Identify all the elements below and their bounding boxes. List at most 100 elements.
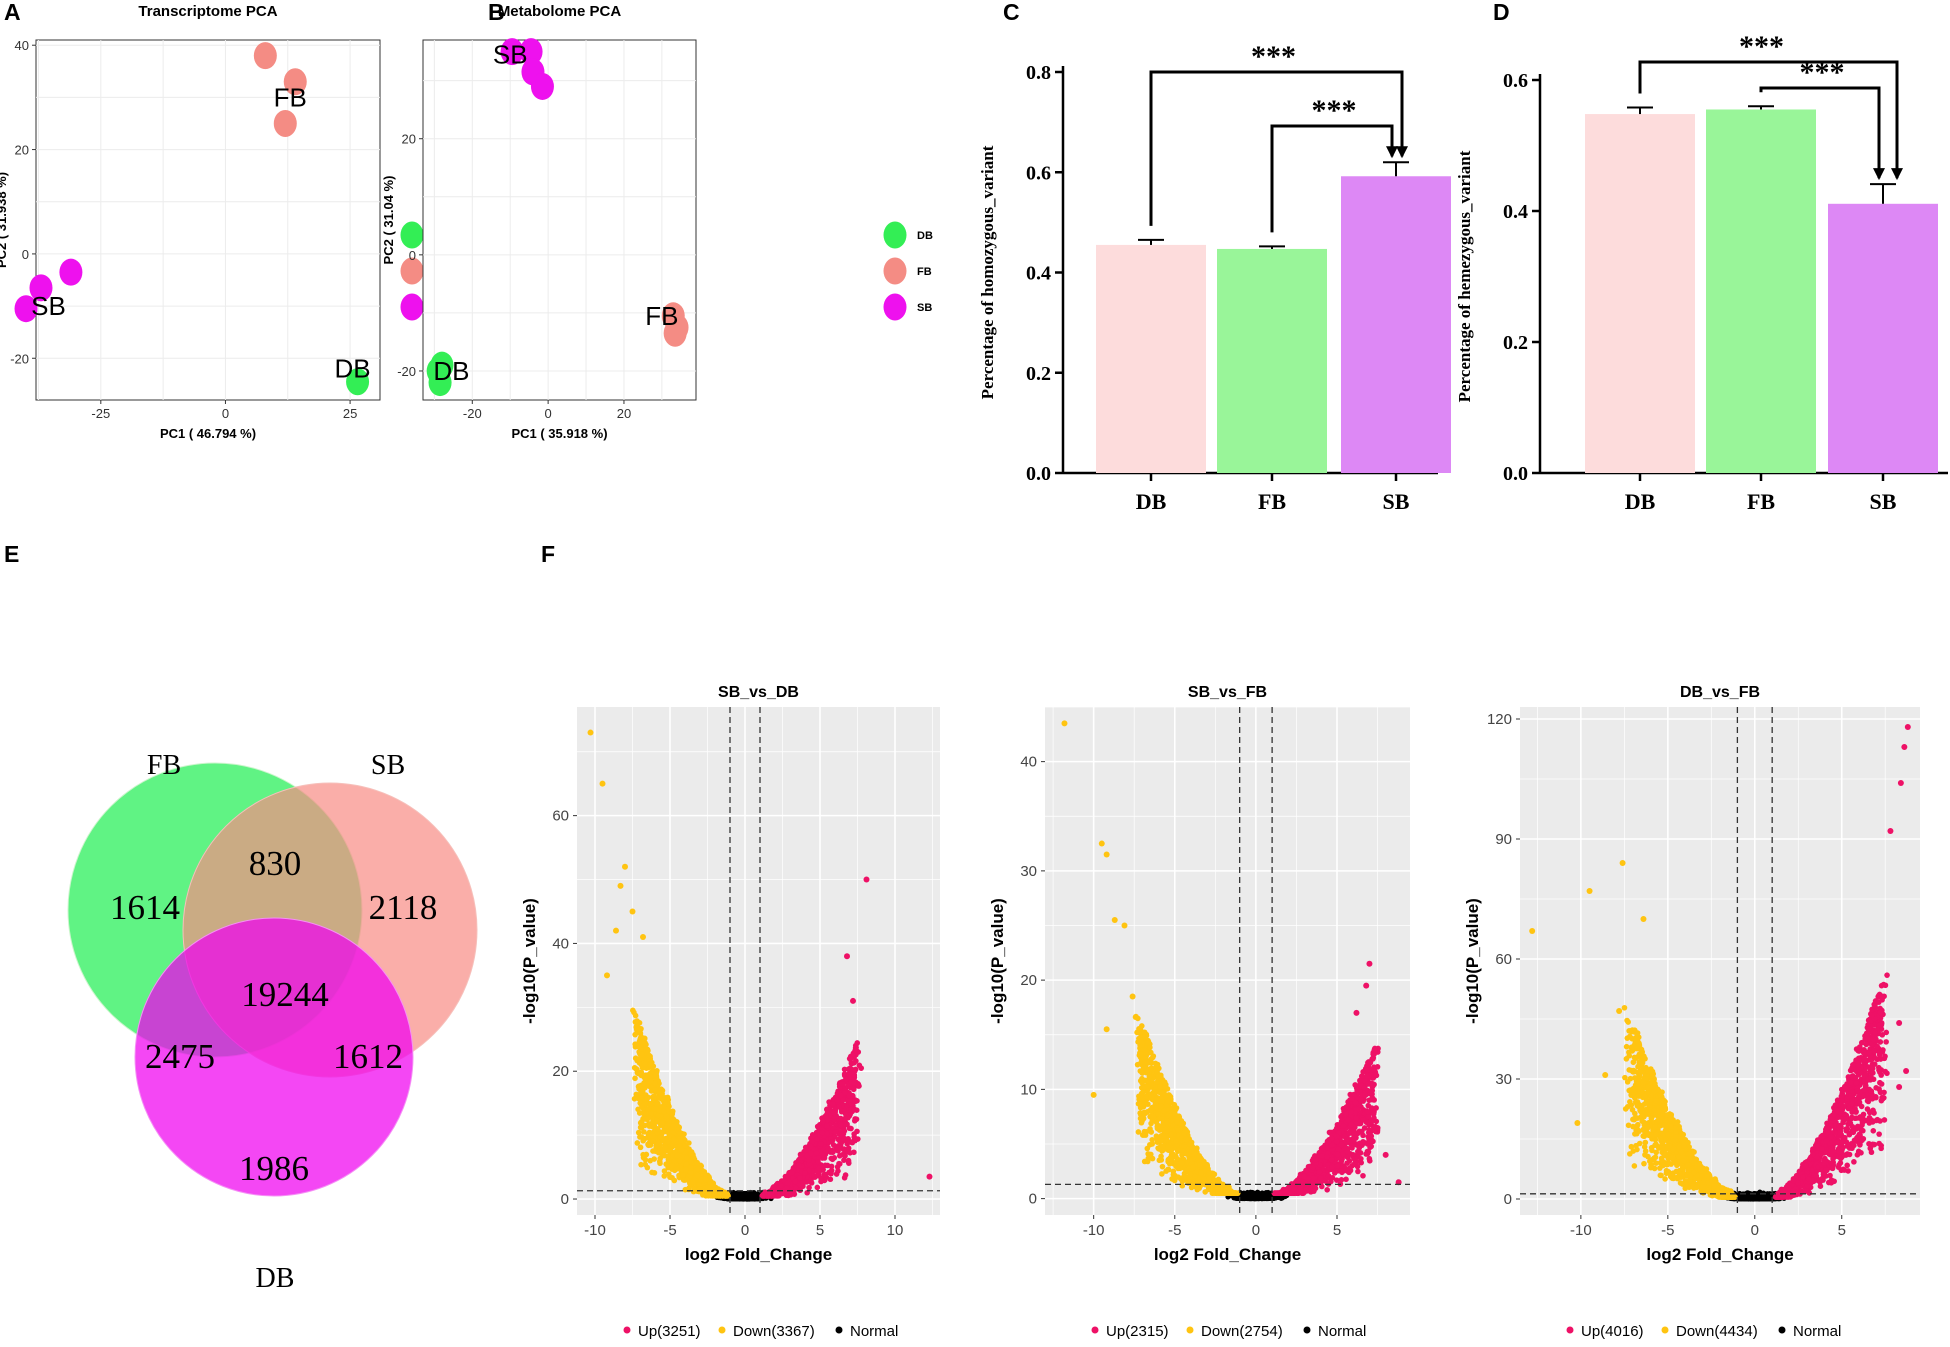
- point-down: [664, 1139, 671, 1145]
- plot-background: [577, 707, 940, 1215]
- point-down: [632, 1041, 638, 1048]
- x-tick-label: 0: [741, 1222, 749, 1239]
- x-axis-title: PC1 ( 46.794 %): [160, 426, 256, 441]
- point-up: [822, 1162, 829, 1169]
- venn-region-fb-only: 1614: [110, 888, 180, 927]
- point-down: [676, 1157, 683, 1164]
- point-down: [671, 1177, 678, 1184]
- point-up: [850, 997, 856, 1004]
- x-tick-label: DB: [1136, 489, 1167, 514]
- point-up: [851, 1106, 858, 1113]
- point-down: [634, 1066, 640, 1073]
- point-down: [694, 1165, 701, 1172]
- point-up: [841, 1157, 847, 1163]
- point-up: [807, 1150, 814, 1157]
- panel-letter-d: D: [1493, 0, 1510, 25]
- pca-point-fb: [253, 42, 277, 70]
- x-tick-label: -20: [463, 406, 482, 421]
- point-up: [814, 1184, 821, 1191]
- point-down: [710, 1181, 716, 1188]
- point-down: [674, 1152, 681, 1159]
- x-tick-label: 10: [887, 1222, 904, 1239]
- pca-point-db: [346, 368, 370, 396]
- x-tick-label: 20: [617, 406, 631, 421]
- pca-point-fb: [283, 68, 307, 96]
- x-tick-label: 25: [343, 406, 357, 421]
- point-up: [834, 1097, 841, 1103]
- point-up: [802, 1170, 808, 1176]
- point-down: [632, 1031, 638, 1038]
- panel-letter-a: A: [4, 0, 21, 25]
- point-down: [599, 780, 606, 787]
- point-down: [650, 1096, 657, 1103]
- legend-key-db: [883, 221, 907, 249]
- y-tick-label: 0.0: [1026, 463, 1051, 485]
- legend-key-fb: [883, 257, 907, 285]
- bar-sb: [1341, 176, 1451, 473]
- pca-point-fb: [663, 319, 687, 347]
- plot-frame: [422, 39, 697, 401]
- point-up: [797, 1151, 804, 1158]
- chart-title: SB_vs_DB: [718, 684, 799, 701]
- point-down: [682, 1166, 689, 1173]
- point-up: [832, 1129, 839, 1135]
- point-normal: [1239, 1195, 1245, 1202]
- point-up: [825, 1144, 831, 1151]
- bracket-arrowhead: [1386, 146, 1398, 159]
- point-up: [818, 1141, 824, 1147]
- point-down: [631, 1009, 637, 1016]
- y-tick-label: 0.6: [1503, 70, 1528, 92]
- significance-bracket: [1270, 124, 1394, 233]
- legend-key-sb: [883, 293, 907, 321]
- point-down: [678, 1146, 685, 1153]
- point-down: [650, 1120, 656, 1127]
- x-tick-label: 0: [222, 406, 229, 421]
- legend-label: DB: [917, 230, 933, 242]
- point-down: [705, 1184, 711, 1190]
- venn-set-label: SB: [371, 750, 405, 781]
- point-up: [836, 1153, 843, 1159]
- venn-set-db: [134, 917, 414, 1197]
- significance-label: ***: [1800, 56, 1845, 89]
- x-tick-label: 0: [545, 406, 552, 421]
- legend-label: SB: [917, 302, 932, 314]
- point-up: [853, 1047, 860, 1054]
- point-down: [640, 1110, 647, 1117]
- point-up: [815, 1124, 822, 1131]
- point-up: [816, 1165, 823, 1172]
- point-down: [635, 1129, 642, 1136]
- y-axis-title: Percentage of hemezygous_variant: [1455, 150, 1474, 402]
- x-tick-label: -5: [663, 1222, 676, 1239]
- point-up: [813, 1150, 820, 1156]
- panel-letter-e: E: [4, 541, 19, 567]
- point-up: [848, 1125, 854, 1132]
- point-down: [656, 1108, 663, 1114]
- legend-label: Up(3251): [638, 1323, 701, 1340]
- legend-key-sb: [400, 293, 424, 321]
- point-down: [658, 1134, 664, 1140]
- point-up: [795, 1162, 802, 1169]
- point-up: [847, 1065, 854, 1071]
- point-up: [828, 1155, 835, 1162]
- panel-letter-c: C: [1003, 0, 1020, 25]
- point-down: [641, 1129, 647, 1135]
- point-down: [687, 1169, 694, 1176]
- x-tick-label: FB: [1258, 489, 1286, 514]
- point-up: [841, 1174, 848, 1181]
- point-up: [835, 1168, 841, 1174]
- point-down: [617, 882, 624, 889]
- venn-set-label: FB: [147, 750, 181, 781]
- y-tick-label: -20: [397, 364, 416, 379]
- point-down: [645, 1115, 652, 1121]
- point-down: [642, 1061, 649, 1068]
- point-up: [851, 1149, 857, 1156]
- significance-bracket: [1759, 86, 1881, 179]
- bar-db: [1096, 244, 1206, 473]
- point-up: [829, 1139, 835, 1145]
- point-down: [651, 1087, 658, 1093]
- point-down: [684, 1176, 690, 1183]
- point-up: [836, 1103, 842, 1110]
- bar-fb: [1217, 248, 1327, 473]
